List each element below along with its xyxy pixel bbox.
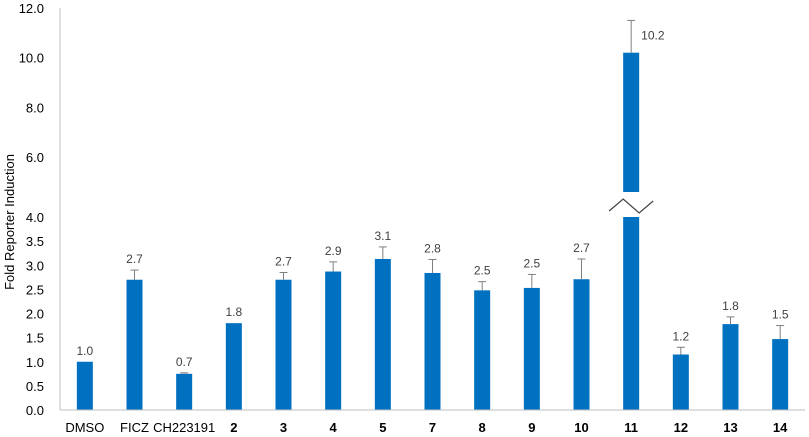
bar [225, 323, 242, 410]
bar [623, 217, 640, 410]
data-label: 1.0 [76, 344, 93, 358]
category-labels: DMSO FICZ CH223191 2 3 4 5 7 8 9 10 11 12 13 14 [65, 420, 788, 435]
data-label: 3.1 [374, 229, 391, 243]
y-axis-title: Fold Reporter Induction [2, 154, 17, 290]
x-category-label: 11 [624, 420, 638, 435]
bar [76, 361, 93, 410]
data-label: 2.9 [325, 244, 342, 258]
data-label: 1.8 [722, 299, 739, 313]
x-category-label: DMSO [65, 420, 104, 435]
bar [672, 354, 689, 410]
data-label: 10.2 [641, 29, 665, 43]
x-category-label: CH223191 [153, 420, 215, 435]
data-label: 2.8 [424, 241, 441, 255]
y-tick-label: 2.0 [26, 307, 44, 322]
y-tick-label: 8.0 [26, 100, 44, 115]
x-category-label: 12 [674, 420, 688, 435]
bar [374, 258, 391, 410]
x-category-label: 3 [280, 420, 287, 435]
data-label: 2.7 [126, 252, 143, 266]
bar [325, 271, 342, 410]
bar [474, 290, 491, 410]
x-category-label: 2 [230, 420, 237, 435]
data-label: 1.5 [772, 308, 789, 322]
data-labels: 1.0 2.7 0.7 1.8 2.7 2.9 3.1 2.8 2.5 2.5 2.7 10.2 1.2… [76, 29, 788, 369]
bar [573, 279, 590, 410]
bar [126, 279, 143, 410]
error-bars [130, 19, 785, 374]
x-category-label: 9 [528, 420, 535, 435]
data-label: 2.7 [275, 254, 292, 268]
x-category-label: 10 [574, 420, 588, 435]
x-category-label: 8 [479, 420, 486, 435]
bar [275, 279, 292, 410]
x-category-label: 4 [330, 420, 338, 435]
x-category-label: 7 [429, 420, 436, 435]
bars [76, 52, 789, 410]
bar [176, 373, 193, 410]
bar [523, 287, 540, 410]
data-label: 0.7 [176, 355, 193, 369]
data-label: 1.2 [672, 329, 689, 343]
y-tick-label: 3.5 [26, 234, 44, 249]
y-axis-ticks: 0.0 0.5 1.0 1.5 2.0 2.5 3.0 3.5 4.0 6.0 8.0 10.0 12.… [19, 1, 44, 418]
y-tick-label: 1.5 [26, 331, 44, 346]
x-category-label: 5 [379, 420, 386, 435]
bar [772, 339, 789, 410]
y-tick-label: 1.0 [26, 355, 44, 370]
y-tick-label: 0.5 [26, 379, 44, 394]
y-tick-label: 0.0 [26, 403, 44, 418]
data-label: 2.7 [573, 241, 590, 255]
y-tick-label: 4.0 [26, 210, 44, 225]
data-label: 2.5 [523, 256, 540, 270]
x-category-label: 13 [723, 420, 737, 435]
data-label: 1.8 [225, 305, 242, 319]
bar-upper [623, 52, 640, 193]
x-category-label: 14 [773, 420, 788, 435]
x-category-label: FICZ [120, 420, 149, 435]
y-tick-label: 10.0 [19, 51, 44, 66]
y-tick-label: 2.5 [26, 282, 44, 297]
y-tick-label: 3.0 [26, 258, 44, 273]
y-tick-label: 12.0 [19, 1, 44, 16]
bar [722, 324, 739, 410]
axis-break-mark [608, 198, 654, 214]
y-tick-label: 6.0 [26, 150, 44, 165]
bar [424, 272, 441, 410]
data-label: 2.5 [474, 264, 491, 278]
